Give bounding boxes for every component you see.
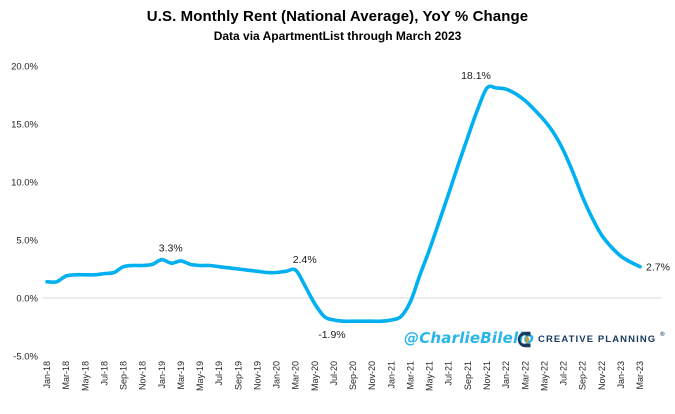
- data-point-label: 2.7%: [646, 262, 670, 274]
- x-axis-tick-label: Jul-19: [214, 361, 224, 386]
- x-axis-tick-label: Jan-22: [501, 361, 511, 389]
- x-axis-tick-label: Sep-21: [463, 361, 473, 390]
- x-axis-tick-label: Sep-18: [119, 361, 129, 390]
- chart-subtitle: Data via ApartmentList through March 202…: [213, 29, 462, 43]
- x-axis-tick-label: May-21: [425, 361, 435, 391]
- c-mark-shape: [517, 331, 531, 347]
- y-axis-tick-label: -5.0%: [13, 352, 38, 363]
- x-axis-tick-label: Sep-19: [233, 361, 243, 390]
- x-axis-tick-label: May-22: [539, 361, 549, 391]
- registered-trademark-symbol: ®: [660, 332, 665, 338]
- x-axis-tick-label: Mar-20: [291, 361, 301, 390]
- x-axis-tick-label: Jan-19: [157, 361, 167, 389]
- y-axis-tick-label: 0.0%: [16, 294, 38, 305]
- x-axis-tick-label: Mar-23: [635, 361, 645, 390]
- gold-diamond-shape: [524, 335, 530, 343]
- x-axis-tick-label: May-18: [80, 361, 90, 391]
- x-axis-tick-label: Nov-20: [367, 361, 377, 390]
- data-point-label: 2.4%: [293, 254, 317, 266]
- x-axis-tick-label: Nov-21: [482, 361, 492, 390]
- x-axis-tick-label: Jul-21: [444, 361, 454, 386]
- x-axis-tick-label: Nov-19: [252, 361, 262, 390]
- x-axis-tick-label: Mar-19: [176, 361, 186, 390]
- x-axis-tick-label: Sep-22: [578, 361, 588, 390]
- x-axis-tick-label: Jan-23: [616, 361, 626, 389]
- x-axis-tick-label: Mar-21: [405, 361, 415, 390]
- creative-planning-c-icon: [517, 331, 531, 347]
- x-axis-tick-label: Nov-18: [138, 361, 148, 390]
- y-axis-tick-label: 15.0%: [11, 120, 38, 131]
- data-point-label: 18.1%: [461, 70, 491, 82]
- x-axis-tick-label: Jul-22: [559, 361, 569, 386]
- x-axis-tick-label: Jan-21: [386, 361, 396, 389]
- y-axis-tick-label: 20.0%: [11, 62, 38, 73]
- x-axis-tick-label: Mar-18: [61, 361, 71, 390]
- x-axis-tick-label: May-20: [310, 361, 320, 391]
- x-axis-tick-label: Sep-20: [348, 361, 358, 390]
- y-axis-tick-label: 5.0%: [16, 236, 38, 247]
- x-axis-tick-label: Nov-22: [597, 361, 607, 390]
- creative-planning-logo: CREATIVE PLANNING ®: [517, 330, 665, 348]
- x-axis-tick-label: Jul-18: [99, 361, 109, 386]
- creative-planning-wordmark: CREATIVE PLANNING: [538, 333, 657, 345]
- data-point-label: -1.9%: [318, 329, 345, 341]
- data-point-label: 3.3%: [159, 243, 183, 255]
- x-axis-tick-label: May-19: [195, 361, 205, 391]
- twitter-handle-watermark: @CharlieBilello: [404, 329, 535, 347]
- y-axis-tick-label: 10.0%: [11, 178, 38, 189]
- x-axis-tick-label: Jan-20: [272, 361, 282, 389]
- chart-title: U.S. Monthly Rent (National Average), Yo…: [146, 8, 529, 25]
- rent-yoy-series-line: [45, 84, 642, 324]
- x-axis-tick-label: Jan-18: [42, 361, 52, 389]
- x-axis-tick-label: Jul-20: [329, 361, 339, 386]
- x-axis-tick-label: Mar-22: [520, 361, 530, 390]
